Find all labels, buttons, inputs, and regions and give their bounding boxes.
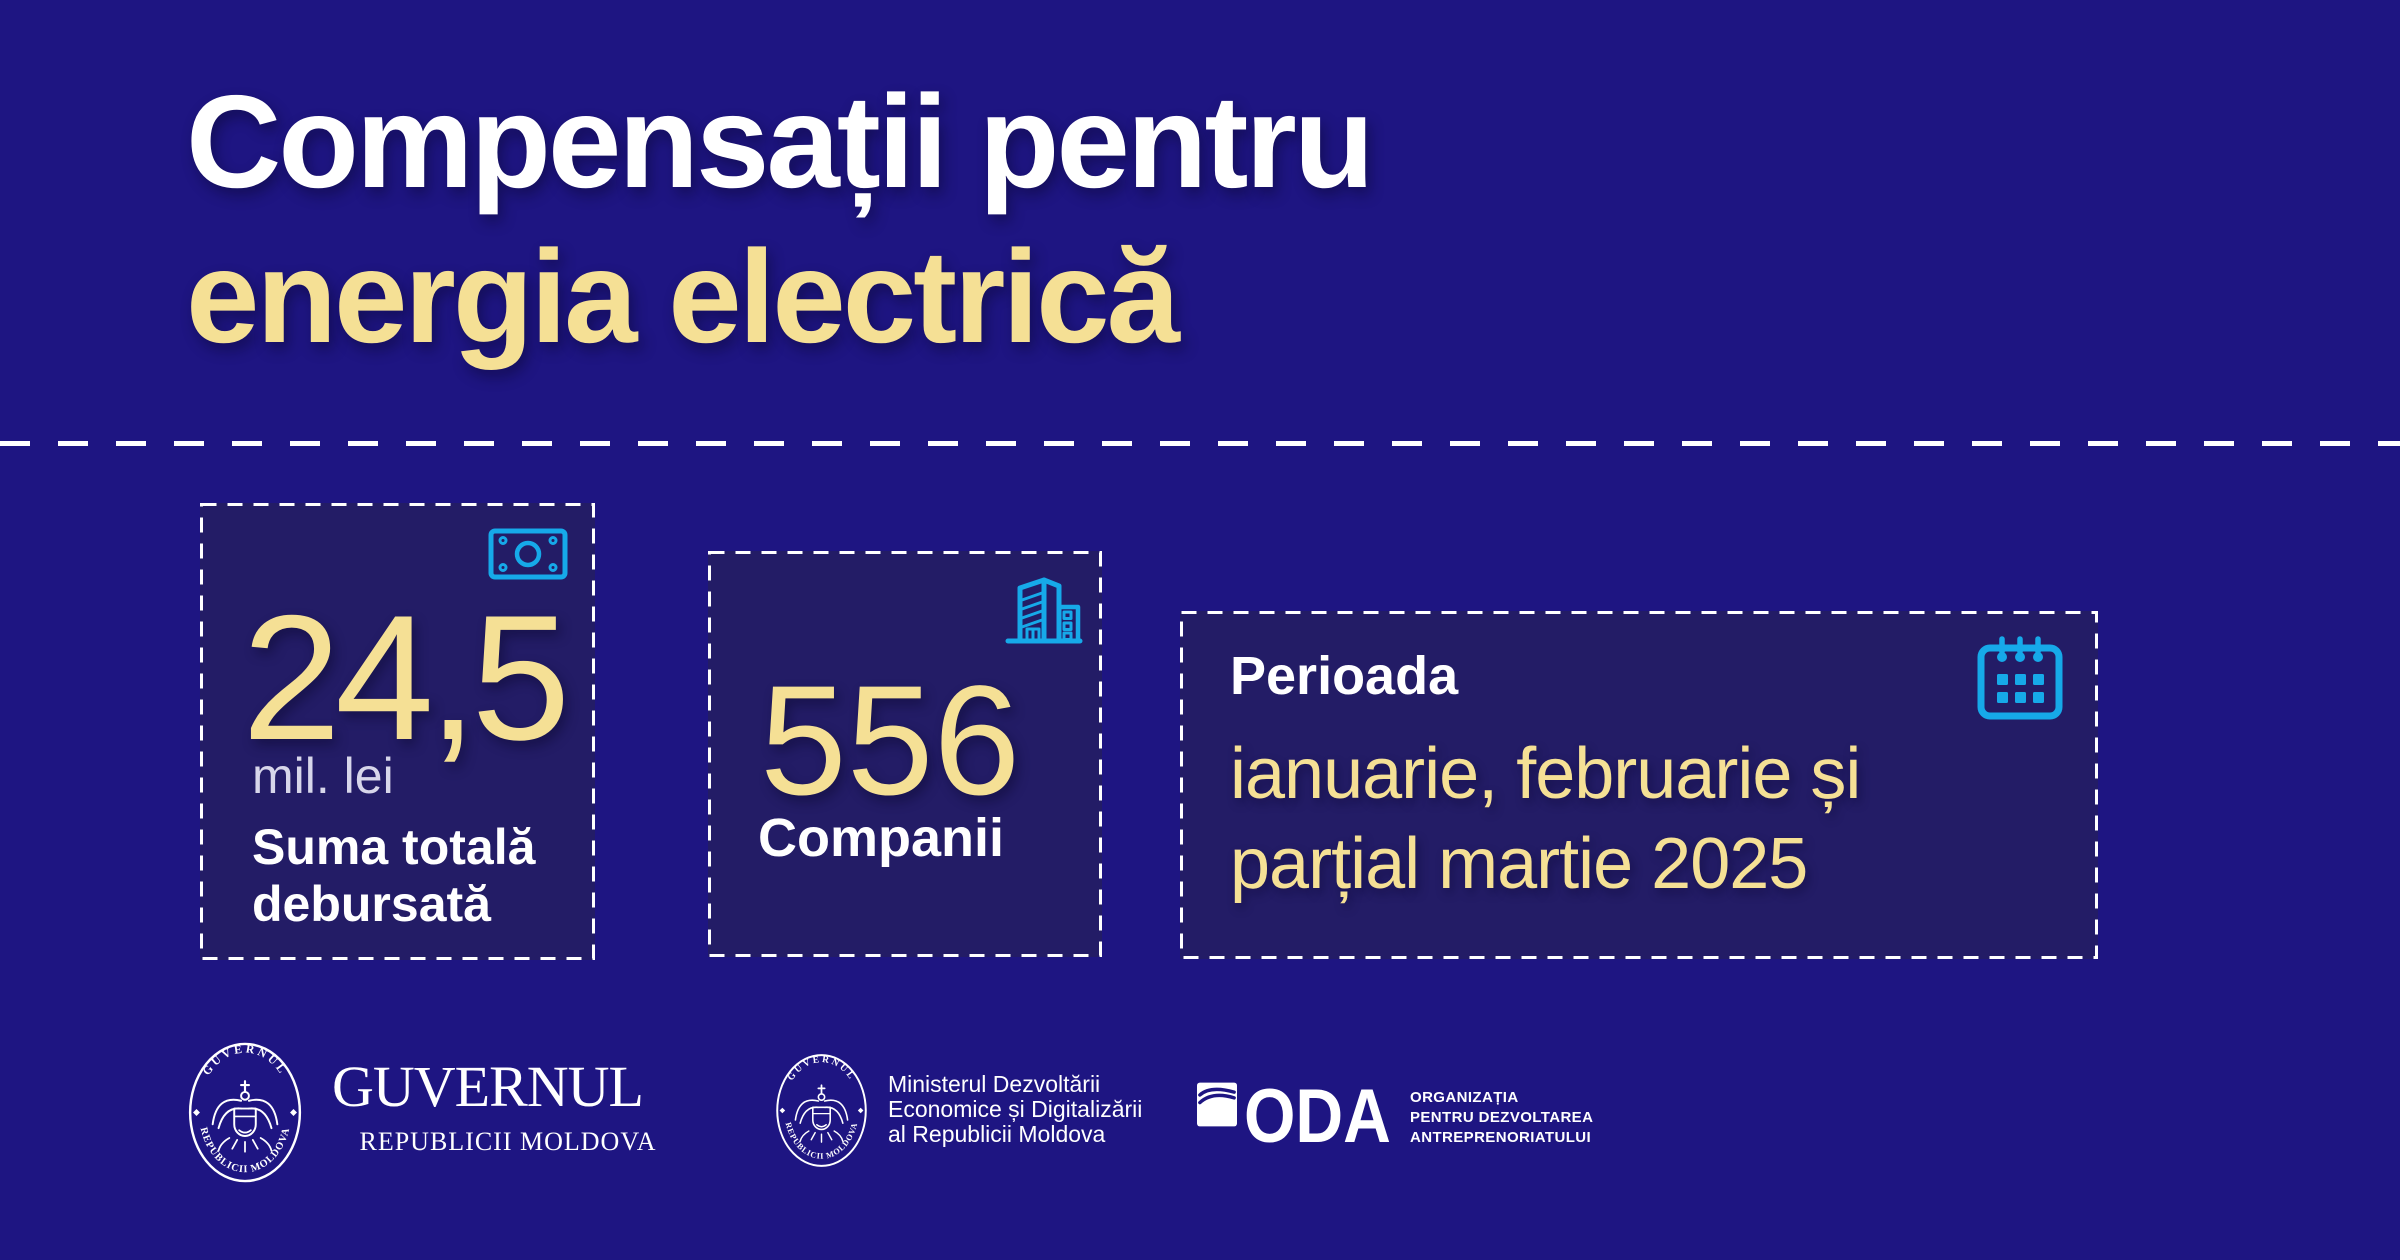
ministry-wordmark: Ministerul Dezvoltării Economice și Digi… bbox=[888, 1072, 1142, 1147]
page-title-line-1: Compensații pentru bbox=[186, 68, 1374, 215]
period-title: Perioada bbox=[1230, 646, 1459, 706]
dashed-separator-line bbox=[0, 441, 2400, 446]
amount-label-line-2: debursată bbox=[252, 876, 491, 932]
amount-label-line-1: Suma totală bbox=[252, 819, 536, 875]
eagle-emblem-icon bbox=[211, 1080, 279, 1153]
svg-text:GUVERNUL: GUVERNUL bbox=[786, 1055, 857, 1083]
seal-ring-text-top: GUVERNUL bbox=[786, 1055, 854, 1083]
companies-value: 556 bbox=[760, 654, 1021, 828]
seal-ring-text-top: GUVERNUL bbox=[200, 1042, 287, 1077]
amount-card-dashed-border bbox=[200, 503, 595, 960]
government-subtitle: REPUBLICII MOLDOVA bbox=[359, 1127, 657, 1156]
building-icon bbox=[1005, 577, 1083, 644]
period-value-line-2: parțial martie 2025 bbox=[1230, 824, 1808, 904]
ministry-name-line-1: Ministerul Dezvoltării bbox=[888, 1071, 1101, 1097]
amount-value: 24,5 bbox=[242, 578, 570, 777]
oda-name-line-2: PENTRU DEZVOLTAREA bbox=[1410, 1109, 1594, 1126]
oda-wordmark: ORGANIZAȚIA PENTRU DEZVOLTAREA ANTREPREN… bbox=[1410, 1088, 1593, 1148]
period-card: Perioada ianuarie, februarie și parțial … bbox=[1180, 611, 2098, 959]
oda-acronym: ODA bbox=[1244, 1074, 1391, 1159]
government-seal: GUVERNUL REPUBLICII MOLDOVA bbox=[188, 1042, 302, 1183]
companies-card: 556 Companii bbox=[708, 551, 1102, 957]
period-value-line-1: ianuarie, februarie și bbox=[1230, 734, 1861, 814]
ministry-name-line-2: Economice și Digitalizării bbox=[888, 1096, 1143, 1122]
oda-name-line-1: ORGANIZAȚIA bbox=[1410, 1089, 1519, 1106]
page-title-line-2: energia electrică bbox=[186, 223, 1180, 370]
calendar-icon bbox=[1977, 636, 2063, 720]
amount-card: 24,5 mil. lei Suma totală debursată bbox=[200, 503, 595, 960]
amount-unit: mil. lei bbox=[252, 748, 394, 804]
eagle-emblem-icon bbox=[794, 1084, 849, 1143]
ministry-seal: GUVERNUL REPUBLICII MOLDOVA bbox=[776, 1054, 867, 1167]
companies-card-dashed-border bbox=[708, 551, 1102, 957]
banknote-icon bbox=[488, 528, 568, 580]
svg-text:GUVERNUL: GUVERNUL bbox=[200, 1042, 290, 1077]
government-wordmark: GUVERNUL bbox=[332, 1054, 644, 1119]
period-card-dashed-border bbox=[1180, 611, 2098, 959]
companies-label: Companii bbox=[758, 808, 1005, 868]
oda-logo-mark bbox=[1197, 1082, 1237, 1127]
oda-name-line-3: ANTREPRENORIATULUI bbox=[1410, 1129, 1592, 1146]
ministry-name-line-3: al Republicii Moldova bbox=[888, 1121, 1106, 1147]
